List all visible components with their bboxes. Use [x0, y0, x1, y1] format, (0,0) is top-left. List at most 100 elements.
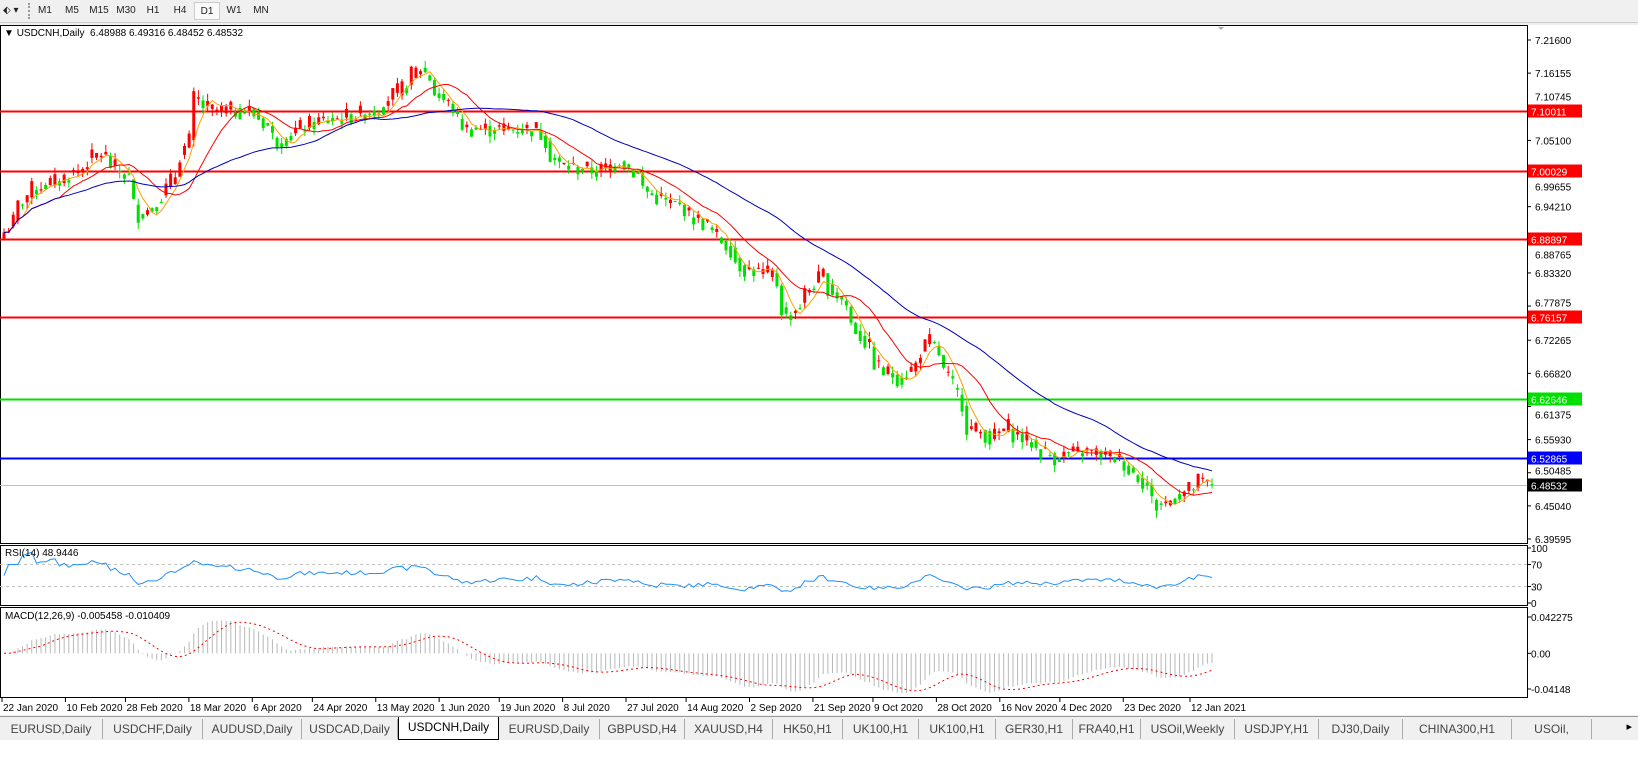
candle-body	[483, 123, 487, 130]
candle-body	[11, 214, 15, 227]
candle-body	[932, 342, 936, 344]
level-price-label: 7.10011	[1531, 108, 1567, 119]
ma-slow-line	[3, 107, 1213, 472]
chart-tab[interactable]: HK50,H1	[773, 719, 843, 739]
line-tools-dropdown[interactable]: ⬖ ▾	[3, 5, 19, 16]
chart-tab[interactable]: USDCNH,Daily	[398, 717, 499, 740]
chart-tab[interactable]: GER30,H1	[996, 719, 1073, 739]
timeframe-h1[interactable]: H1	[146, 5, 160, 16]
time-tick-label: 24 Apr 2020	[313, 703, 367, 714]
candle-body	[145, 210, 149, 215]
candle-body	[983, 429, 987, 443]
chart-tab[interactable]: UK100,H1	[919, 719, 996, 739]
chart-tab[interactable]: CHINA300,H1	[1403, 719, 1512, 739]
candle-body	[979, 432, 983, 434]
timeframe-m5[interactable]: M5	[65, 5, 79, 16]
chart-window[interactable]: 7.21600 7.16155 7.10745 7.05100 6.99655 6.942…	[0, 25, 1638, 715]
candle-body	[331, 118, 335, 122]
candle-body	[789, 315, 793, 321]
timeframe-mn[interactable]: MN	[253, 5, 269, 16]
macd-signal-line	[4, 621, 1213, 692]
candle-body	[127, 173, 131, 175]
candle-body	[108, 155, 112, 168]
price-tick-label: 6.94210	[1535, 203, 1572, 214]
time-tick-label: 19 Jun 2020	[500, 703, 555, 714]
candle-body	[817, 271, 821, 283]
candle-body	[95, 153, 99, 158]
candle-body	[428, 75, 432, 81]
chart-tabs: EURUSD,Daily USDCHF,Daily AUDUSD,Daily USDC…	[0, 716, 1638, 740]
chart-tab[interactable]: GBPUSD,H4	[600, 719, 685, 739]
chart-tab[interactable]: USDJPY,H1	[1235, 719, 1319, 739]
candle-body	[76, 170, 80, 174]
chart-tab[interactable]: USDCHF,Daily	[103, 719, 203, 739]
tabs-scroll-right-icon[interactable]: ▸	[1626, 721, 1632, 733]
time-tick-label: 22 Jan 2020	[3, 703, 58, 714]
candle-body	[821, 268, 825, 277]
timeframe-toolbar: ⬖ ▾ M1 M5 M15 M30 H1 H4 D1 W1 MN	[0, 0, 1638, 23]
candle-body	[557, 157, 561, 162]
candle-body	[358, 105, 362, 114]
chart-tab[interactable]: XAUUSD,H4	[685, 719, 773, 739]
timeframe-w1[interactable]: W1	[226, 5, 242, 16]
level-price-label: 6.62646	[1531, 396, 1568, 407]
collapse-triangle-icon[interactable]: ▼	[4, 28, 14, 39]
time-tick-label: 23 Dec 2020	[1124, 703, 1181, 714]
macd-label: MACD(12,26,9) -0.005458 -0.010409	[5, 611, 171, 622]
chart-tab[interactable]: USDCAD,Daily	[302, 719, 398, 739]
price-tick-label: 6.83320	[1535, 269, 1572, 280]
timeframe-m30[interactable]: M30	[116, 5, 136, 16]
candle-body	[451, 103, 455, 114]
candle-body	[155, 207, 159, 211]
candle-body	[1210, 484, 1214, 486]
candle-body	[405, 88, 409, 94]
chart-tab[interactable]: USOil,	[1512, 719, 1592, 739]
chart-tab[interactable]: UK100,H1	[843, 719, 919, 739]
rsi-line	[3, 551, 1213, 592]
candle-body	[548, 140, 552, 162]
chart-shift-marker-icon[interactable]	[1218, 27, 1224, 30]
candle-body	[1090, 449, 1094, 451]
candle-body	[1159, 503, 1163, 505]
status-area	[0, 740, 1638, 774]
macd-tick-label: -0.04148	[1531, 685, 1571, 696]
candle-body	[918, 357, 922, 364]
level-price-label: 6.52865	[1531, 455, 1568, 466]
timeframe-d1[interactable]: D1	[194, 2, 220, 20]
candle-body	[312, 122, 316, 129]
candle-body	[664, 198, 668, 200]
candle-body	[344, 108, 348, 118]
chart-tab[interactable]: EURUSD,Daily	[499, 719, 600, 739]
chart-tab[interactable]: FRA40,H1	[1073, 719, 1141, 739]
candle-body	[909, 366, 913, 372]
candle-body	[692, 217, 696, 225]
chart-tab[interactable]: AUDUSD,Daily	[203, 719, 302, 739]
price-tick-label: 7.10745	[1535, 93, 1572, 104]
timeframe-m15[interactable]: M15	[89, 5, 109, 16]
candle-body	[696, 214, 700, 218]
candle-body	[1182, 491, 1186, 497]
price-tick-label: 6.55930	[1535, 436, 1572, 447]
time-tick-label: 12 Jan 2021	[1191, 703, 1246, 714]
candle-body	[636, 172, 640, 174]
candle-body	[409, 66, 413, 85]
chart-tab[interactable]: DJ30,Daily	[1319, 719, 1403, 739]
close-value: 6.48532	[206, 28, 244, 39]
candle-body	[668, 199, 672, 204]
chart-tab[interactable]: EURUSD,Daily	[0, 719, 103, 739]
chart-tab[interactable]: USOil,Weekly	[1141, 719, 1235, 739]
candle-body	[294, 127, 298, 134]
chart-canvas[interactable]: 7.21600 7.16155 7.10745 7.05100 6.99655 6.942…	[0, 25, 1638, 715]
candle-body	[826, 273, 830, 296]
candle-body	[1113, 456, 1117, 463]
symbol-label: USDCNH,Daily	[16, 28, 85, 39]
timeframe-h4[interactable]: H4	[173, 5, 187, 16]
candle-body	[1062, 451, 1066, 457]
timeframe-m1[interactable]: M1	[38, 5, 52, 16]
candle-body	[1080, 453, 1084, 457]
candle-body	[419, 71, 423, 75]
candle-body	[895, 374, 899, 387]
macd-tick-label: 0.00	[1531, 649, 1551, 660]
time-tick-label: 27 Jul 2020	[627, 703, 679, 714]
candle-body	[1141, 477, 1145, 489]
